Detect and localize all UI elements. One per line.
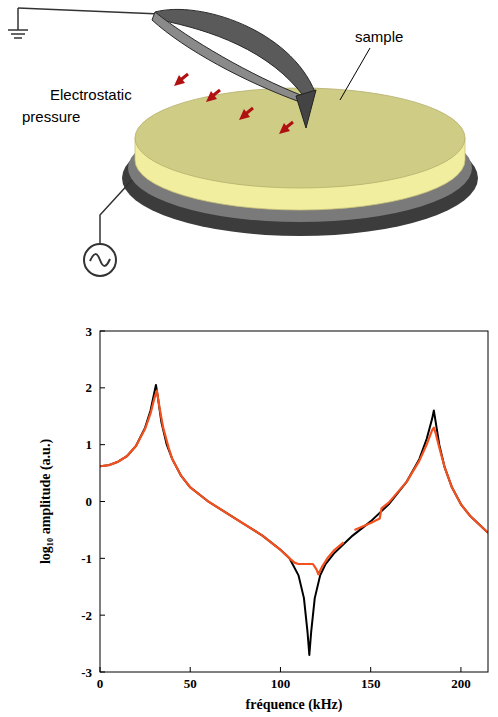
force-label: Electrostaticpressure xyxy=(22,86,132,125)
chart: 0 50 100 150 200 -3 -2 -1 0 1 2 3 fréquence (kHz) log… xyxy=(38,324,488,714)
cantilever-arm xyxy=(152,12,303,102)
force-arrow-head xyxy=(279,123,290,134)
ground-wire xyxy=(17,8,19,30)
diagram: sample Electrostaticpressure xyxy=(8,8,478,276)
series-line xyxy=(100,385,488,655)
x-tick-label: 100 xyxy=(271,676,291,691)
ground-bar xyxy=(11,33,25,35)
sample-top xyxy=(135,88,465,188)
y-tick xyxy=(100,615,105,616)
y-tick-label: 0 xyxy=(86,494,93,509)
x-tick xyxy=(190,667,191,672)
y-tick-label: -3 xyxy=(81,665,92,680)
y-tick-label: 2 xyxy=(86,380,93,395)
y-tick-label: -2 xyxy=(81,608,92,623)
sample-label: sample xyxy=(355,28,403,45)
force-arrow-head xyxy=(239,109,250,120)
source-wire xyxy=(100,180,132,244)
y-tick xyxy=(100,387,105,388)
plot-area xyxy=(100,331,488,672)
tip xyxy=(296,90,316,128)
y-tick xyxy=(100,558,105,559)
x-tick xyxy=(280,667,281,672)
x-tick-label: 0 xyxy=(97,676,104,691)
ac-symbol xyxy=(90,254,110,266)
series-group xyxy=(100,385,488,655)
x-tick xyxy=(370,667,371,672)
sample-leader xyxy=(340,48,370,100)
figure: sample Electrostaticpressure 0 50 100 150 200 -… xyxy=(0,0,498,717)
force-arrow-head xyxy=(174,75,185,86)
ground-bar xyxy=(14,37,22,39)
y-tick xyxy=(100,501,105,502)
x-tick-label: 200 xyxy=(451,676,471,691)
y-tick-label: 3 xyxy=(86,324,93,339)
plot-frame xyxy=(100,331,488,672)
x-tick xyxy=(460,667,461,672)
y-axis-title: log₁₀ amplitude (a.u.) xyxy=(38,439,54,564)
force-arrow-head xyxy=(206,91,217,102)
y-tick xyxy=(100,444,105,445)
y-tick xyxy=(100,331,105,332)
x-tick-label: 150 xyxy=(361,676,381,691)
y-tick-label: -1 xyxy=(81,551,92,566)
cantilever-arm xyxy=(155,9,315,98)
x-tick-label: 50 xyxy=(184,676,197,691)
x-axis-title: fréquence (kHz) xyxy=(246,697,343,713)
series-line xyxy=(100,391,488,575)
ground-wire xyxy=(18,8,160,14)
y-tick-label: 1 xyxy=(86,437,93,452)
x-tick xyxy=(100,667,101,672)
ground-bar xyxy=(8,29,28,31)
ac-source xyxy=(84,244,116,276)
y-tick xyxy=(100,672,105,673)
